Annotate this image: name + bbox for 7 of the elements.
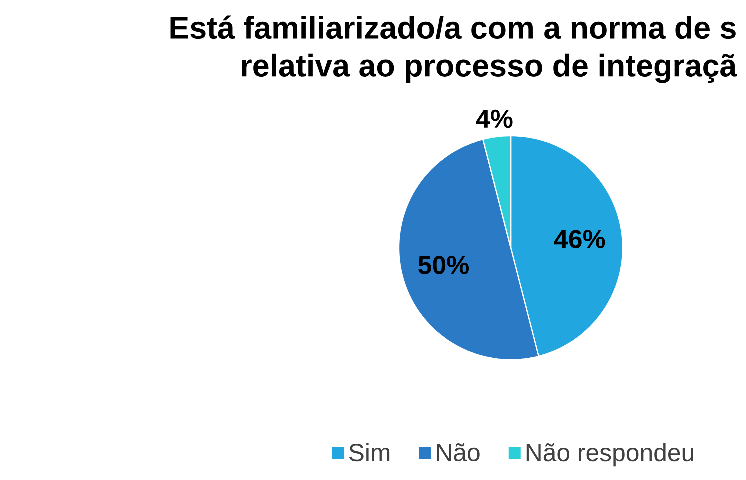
legend-label: Não respondeu — [526, 443, 694, 467]
data-label: 50% — [418, 256, 469, 274]
data-label: 4% — [476, 110, 513, 128]
legend-label: Não — [437, 443, 480, 462]
data-label: 46% — [554, 230, 606, 248]
chart-title: Está familiarizado/a com a norma de s relativa ao processo de integraçã — [170, 16, 738, 84]
legend-label: Sim — [349, 443, 390, 462]
